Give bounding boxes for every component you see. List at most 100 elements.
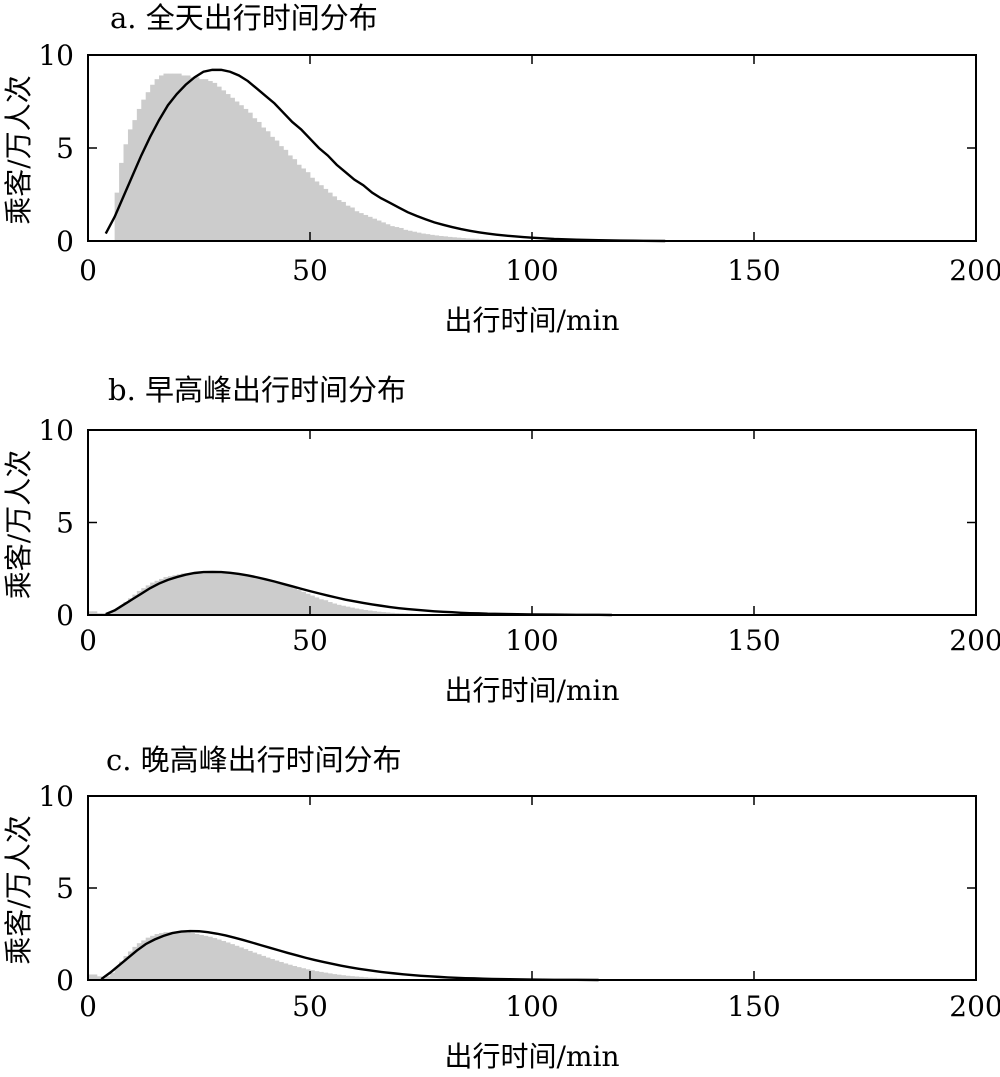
histogram-bar: [274, 960, 280, 980]
histogram-bar: [154, 934, 160, 980]
y-tick-label: 5: [56, 507, 74, 540]
histogram-bar: [292, 588, 298, 615]
x-tick-label: 150: [727, 254, 780, 287]
histogram-bar: [119, 961, 124, 980]
histogram-bar: [336, 604, 342, 615]
y-tick-label: 0: [56, 225, 74, 258]
histogram-bar: [367, 977, 373, 980]
y-tick-label: 0: [56, 964, 74, 997]
histogram-bar: [199, 573, 204, 615]
x-tick-label: 100: [505, 990, 558, 1023]
x-tick-label: 200: [949, 624, 1000, 657]
histogram-bar: [421, 233, 426, 241]
y-tick-label: 10: [38, 414, 74, 447]
histogram-bar: [199, 934, 204, 980]
histogram-bar: [318, 185, 324, 241]
x-tick-label: 0: [79, 254, 97, 287]
histogram-bar: [96, 976, 102, 980]
histogram-bar: [105, 976, 111, 980]
histogram-bar: [150, 582, 155, 615]
histogram-bar: [207, 81, 213, 241]
histogram-bar: [327, 192, 333, 241]
histogram-bar: [460, 238, 466, 241]
histogram-bar: [452, 237, 457, 241]
histogram-bar: [270, 959, 275, 980]
histogram-bar: [447, 236, 453, 241]
histogram-bar: [127, 951, 133, 980]
histogram-bar: [310, 177, 315, 241]
chart-title: c. 晚高峰出行时间分布: [106, 743, 402, 777]
histogram-bar: [292, 966, 298, 980]
histogram-bar: [185, 75, 191, 242]
histogram-bar: [216, 86, 222, 242]
histogram-bar: [345, 975, 351, 980]
histogram-bar: [110, 612, 116, 615]
histogram-bar: [425, 234, 431, 241]
histogram-bar: [354, 211, 360, 241]
histogram-bar: [318, 971, 324, 980]
histogram-bar: [394, 227, 400, 241]
fit-curve-line: [104, 68, 666, 243]
histogram-bar: [145, 92, 151, 241]
histogram-bar: [287, 586, 293, 615]
histogram-bar: [92, 974, 98, 980]
histogram-bar: [363, 610, 369, 615]
histogram-bar: [172, 932, 178, 980]
y-tick-label: 5: [56, 132, 74, 165]
histogram-bar: [212, 82, 218, 242]
histogram-bar: [443, 236, 449, 241]
histogram-bar: [203, 573, 209, 615]
x-axis-label: 出行时间/min: [445, 1040, 620, 1073]
histogram-bar: [438, 235, 444, 241]
histogram-bar: [252, 952, 258, 980]
histogram-bar: [176, 932, 182, 980]
histogram-bar: [154, 79, 160, 242]
histogram-bar: [332, 603, 338, 615]
histogram-bar: [349, 607, 355, 615]
histogram-bar: [358, 213, 364, 241]
histogram-bar: [234, 574, 240, 615]
histogram-bar: [256, 578, 262, 615]
histogram-bar: [314, 181, 320, 241]
histogram-bar: [167, 73, 173, 241]
histogram-bar: [163, 577, 169, 615]
histogram-bar: [216, 573, 222, 615]
histogram-bars: [88, 573, 977, 615]
histogram-bar: [270, 136, 275, 241]
x-tick-label: 150: [727, 990, 780, 1023]
histogram-bar: [212, 938, 218, 980]
histogram-bar: [212, 573, 218, 615]
histogram-bar: [238, 947, 244, 980]
histogram-bar: [336, 200, 342, 241]
histogram-bar: [363, 977, 369, 980]
histogram-bar: [243, 949, 249, 980]
histogram-bar: [301, 591, 306, 615]
x-tick-label: 100: [505, 254, 558, 287]
histogram-bar: [301, 968, 306, 980]
histogram-bar: [154, 580, 160, 615]
histogram-bar: [159, 578, 164, 615]
histogram-bar: [434, 235, 440, 241]
histogram-bar: [127, 129, 133, 241]
histogram-bar: [354, 608, 360, 615]
histogram-bar: [385, 224, 391, 241]
histogram-bar: [238, 574, 244, 615]
histogram-bar: [114, 192, 120, 241]
histogram-bar: [172, 73, 178, 241]
histogram-bar: [203, 79, 209, 242]
histogram-bar: [203, 935, 209, 980]
histogram-bar: [416, 232, 422, 241]
histogram-bar: [123, 956, 129, 980]
histogram-bar: [283, 149, 289, 241]
histogram-bar: [132, 946, 138, 980]
histogram-bar: [247, 950, 253, 980]
histogram-bar: [354, 976, 360, 980]
histogram-bar: [114, 609, 120, 615]
y-axis-label: 乘客/万人次: [2, 450, 35, 599]
histogram-bar: [141, 940, 147, 980]
x-axis-label: 出行时间/min: [445, 304, 620, 337]
histogram-bar: [265, 579, 271, 615]
histogram-bar: [114, 967, 120, 980]
